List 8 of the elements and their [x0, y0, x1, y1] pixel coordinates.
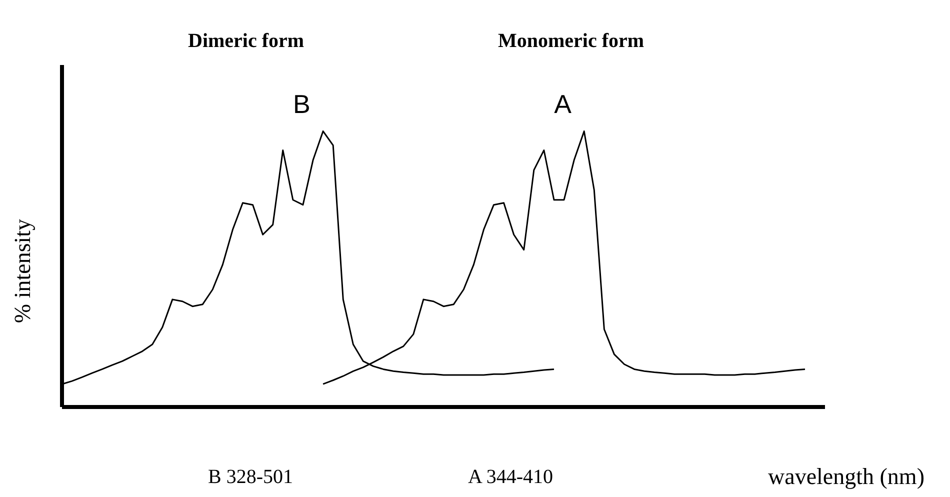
x-axis-title: wavelength (nm) [768, 464, 924, 490]
text: Monomeric form [498, 30, 644, 53]
series-label: B [293, 89, 310, 120]
series-label: A [554, 89, 572, 120]
text: A 344-410 [468, 466, 553, 489]
text: Dimeric form [188, 30, 304, 53]
text: B 328-501 [208, 466, 293, 489]
y-axis-title: % intensity [10, 218, 36, 326]
